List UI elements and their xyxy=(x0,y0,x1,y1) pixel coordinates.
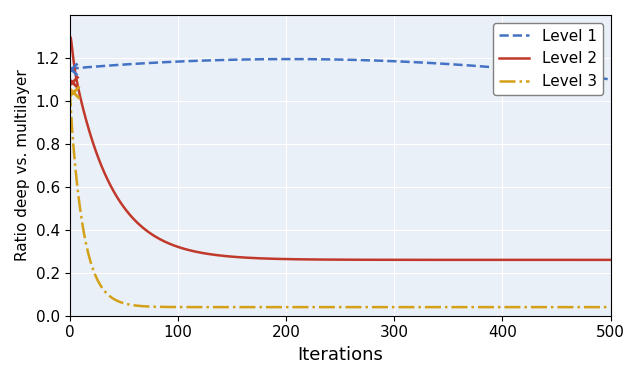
Level 1 xyxy=(88,64,96,69)
Level 1 xyxy=(330,57,338,62)
Level 3 xyxy=(595,305,602,309)
Level 3 xyxy=(172,305,179,309)
Line: Level 3: Level 3 xyxy=(70,91,611,307)
Level 3 xyxy=(578,305,586,309)
Level 2 xyxy=(607,258,614,262)
Level 2 xyxy=(330,257,338,262)
Level 1 xyxy=(66,66,74,71)
Line: Level 1: Level 1 xyxy=(70,59,611,80)
Level 1 xyxy=(68,66,76,71)
Level 1 xyxy=(607,77,614,82)
Level 3 xyxy=(68,125,76,130)
Legend: Level 1, Level 2, Level 3: Level 1, Level 2, Level 3 xyxy=(493,23,603,95)
Level 3 xyxy=(66,89,74,94)
Level 2 xyxy=(578,258,586,262)
Level 3 xyxy=(88,264,96,269)
Level 1 xyxy=(286,57,294,61)
Level 2 xyxy=(67,35,74,39)
Level 2 xyxy=(68,45,76,50)
Level 3 xyxy=(330,305,338,309)
Line: Level 2: Level 2 xyxy=(70,37,611,260)
Level 1 xyxy=(578,74,586,78)
Level 1 xyxy=(98,64,106,68)
Level 3 xyxy=(66,89,74,94)
Level 3 xyxy=(607,305,614,309)
Level 2 xyxy=(172,244,179,248)
Y-axis label: Ratio deep vs. multilayer: Ratio deep vs. multilayer xyxy=(15,69,30,261)
Level 3 xyxy=(98,285,106,290)
Level 1 xyxy=(172,60,179,64)
Level 2 xyxy=(98,165,106,169)
X-axis label: Iterations: Iterations xyxy=(297,346,383,364)
Level 2 xyxy=(66,41,74,45)
Level 2 xyxy=(88,138,96,142)
